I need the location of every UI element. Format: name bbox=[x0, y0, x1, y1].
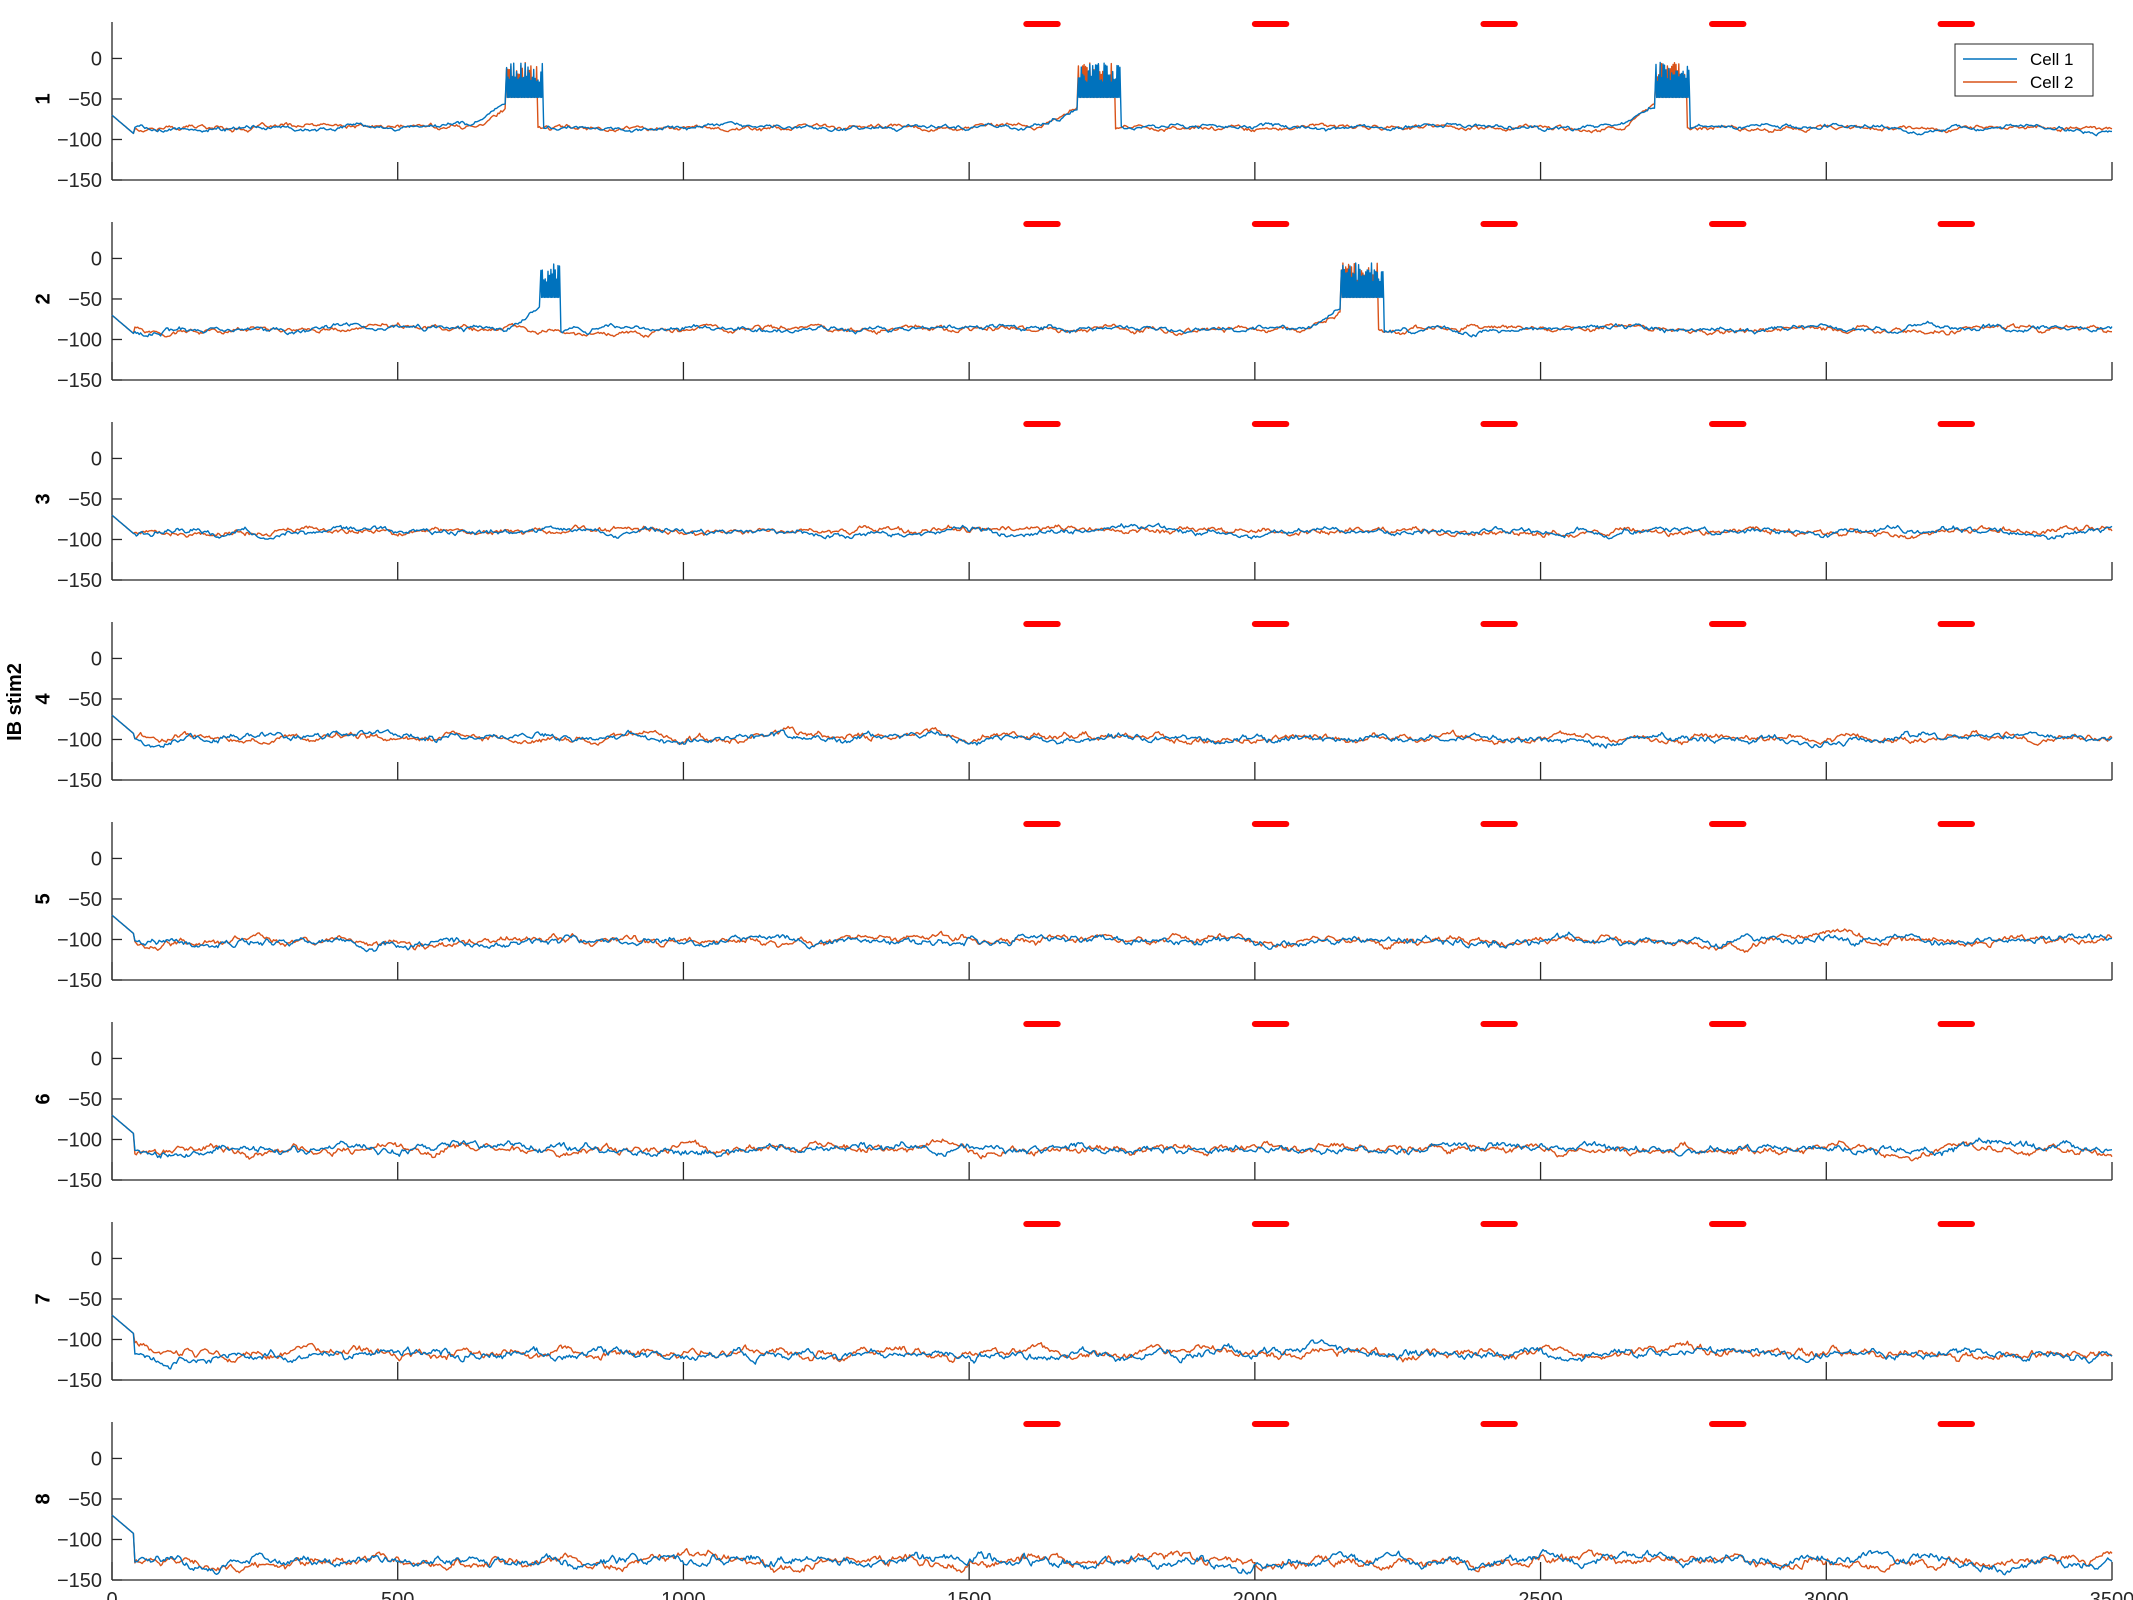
panel-2: 2 0 −50 −100 −150 bbox=[32, 221, 2113, 392]
y-tick-label: −50 bbox=[68, 289, 102, 311]
cell2-trace bbox=[111, 714, 2113, 746]
x-tick-label: 3500 bbox=[2090, 1589, 2133, 1600]
x-tick-label: 2500 bbox=[1518, 1589, 1563, 1600]
y-tick-label: 0 bbox=[91, 248, 102, 270]
x-tick-label: 500 bbox=[381, 1589, 414, 1600]
panel-label-7: 7 bbox=[32, 1293, 54, 1304]
panel-label-5: 5 bbox=[32, 893, 54, 904]
cell2-trace bbox=[111, 1314, 2113, 1364]
y-tick-label: 0 bbox=[91, 448, 102, 470]
y-tick-label: −150 bbox=[57, 770, 102, 792]
y-tick-label: −100 bbox=[57, 329, 102, 351]
cell2-trace bbox=[111, 1514, 2113, 1574]
cell2-trace bbox=[111, 914, 2113, 953]
legend: Cell 1 Cell 2 bbox=[1954, 43, 2094, 97]
x-tick-label: 2000 bbox=[1233, 1589, 1278, 1600]
cell1-trace bbox=[111, 914, 2113, 953]
panels-group: 10−50−100−15020−50−100−15030−50−100−1504… bbox=[32, 21, 2133, 1600]
panel-1: 1 0 −50 −100 −150 bbox=[32, 21, 2113, 192]
y-tick-label: −150 bbox=[57, 570, 102, 592]
cell2-trace bbox=[111, 262, 2112, 338]
y-tick-label: −50 bbox=[68, 889, 102, 911]
legend-label: Cell 2 bbox=[2030, 73, 2073, 92]
cell1-trace bbox=[111, 1514, 2113, 1576]
cell1-trace bbox=[111, 1314, 2113, 1370]
panel-8: 8 0 −50 −100 −150 0 500 1000 1500 2000 2500 3000 350… bbox=[32, 1421, 2133, 1600]
cell1-trace bbox=[111, 262, 2113, 338]
panel-label-3: 3 bbox=[32, 493, 54, 504]
y-tick-label: −50 bbox=[68, 89, 102, 111]
y-tick-label: −150 bbox=[57, 170, 102, 192]
panel-7: 7 0 −50 −100 −150 bbox=[32, 1221, 2113, 1392]
panel-label-4: 4 bbox=[32, 693, 54, 705]
panel-label-1: 1 bbox=[32, 93, 54, 104]
y-tick-label: −50 bbox=[68, 489, 102, 511]
legend-box bbox=[1954, 43, 2094, 97]
y-tick-label: −50 bbox=[68, 1089, 102, 1111]
y-tick-label: −150 bbox=[57, 970, 102, 992]
panel-label-2: 2 bbox=[32, 293, 54, 304]
panel-4: 4 0 −50 −100 −150 bbox=[32, 621, 2113, 792]
cell1-trace bbox=[111, 514, 2113, 540]
cell1-trace bbox=[111, 1114, 2113, 1159]
x-tick-label: 1500 bbox=[947, 1589, 992, 1600]
y-tick-label: −100 bbox=[57, 1329, 102, 1351]
y-tick-label: 0 bbox=[91, 48, 102, 70]
panel-5: 5 0 −50 −100 −150 bbox=[32, 821, 2113, 992]
y-axis-group-label: IB stim2 bbox=[4, 663, 26, 741]
y-tick-label: −50 bbox=[68, 1289, 102, 1311]
y-tick-label: 0 bbox=[91, 1048, 102, 1070]
y-tick-label: 0 bbox=[91, 1448, 102, 1470]
y-tick-label: −150 bbox=[57, 1370, 102, 1392]
y-tick-label: −150 bbox=[57, 370, 102, 392]
x-tick-label: 3000 bbox=[1804, 1589, 1849, 1600]
cell1-trace bbox=[111, 61, 2112, 137]
y-tick-label: −100 bbox=[57, 729, 102, 751]
y-tick-label: 0 bbox=[91, 1248, 102, 1270]
y-tick-label: 0 bbox=[91, 648, 102, 670]
y-tick-label: −150 bbox=[57, 1170, 102, 1192]
panel-3: 3 0 −50 −100 −150 bbox=[32, 421, 2113, 592]
y-tick-label: −100 bbox=[57, 1129, 102, 1151]
y-tick-label: −150 bbox=[57, 1570, 102, 1592]
x-tick-label: 0 bbox=[106, 1589, 117, 1600]
panel-label-6: 6 bbox=[32, 1093, 54, 1104]
y-tick-label: −50 bbox=[68, 1489, 102, 1511]
y-tick-label: −100 bbox=[57, 529, 102, 551]
y-tick-label: −100 bbox=[57, 129, 102, 151]
y-tick-label: −100 bbox=[57, 929, 102, 951]
x-tick-label: 1000 bbox=[661, 1589, 706, 1600]
panel-6: 6 0 −50 −100 −150 bbox=[32, 1021, 2113, 1192]
y-tick-label: −50 bbox=[68, 689, 102, 711]
legend-label: Cell 1 bbox=[2030, 50, 2073, 69]
cell1-trace bbox=[111, 714, 2113, 749]
cell2-trace bbox=[111, 1114, 2113, 1162]
panel-label-8: 8 bbox=[32, 1493, 54, 1504]
y-tick-label: −100 bbox=[57, 1529, 102, 1551]
y-tick-label: 0 bbox=[91, 848, 102, 870]
